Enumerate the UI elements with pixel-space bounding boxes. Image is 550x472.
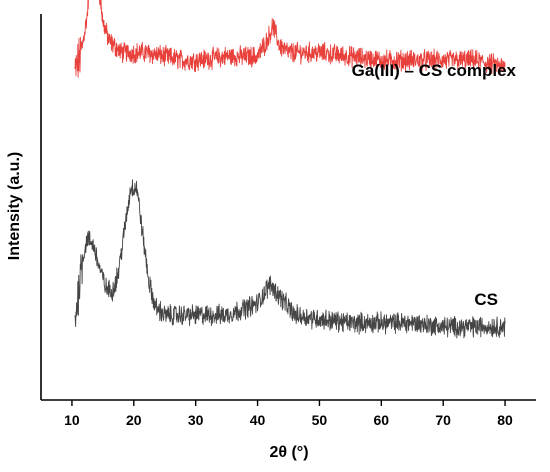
x-tick-label: 10	[64, 412, 80, 428]
y-axis-title: Intensity (a.u.)	[6, 152, 23, 260]
series-label: CS	[474, 290, 498, 309]
x-tick-label: 30	[188, 412, 204, 428]
series-labels: Ga(III) – CS complex CS	[352, 61, 517, 309]
x-axis-title: 2θ (°)	[269, 444, 308, 461]
x-tick-label: 70	[435, 412, 451, 428]
x-ticks: 10 20 30 40 50 60 70 80	[64, 400, 513, 428]
series-line-0	[74, 0, 506, 78]
x-tick-label: 20	[126, 412, 142, 428]
series-line-1	[74, 179, 506, 339]
series-group	[74, 0, 506, 339]
x-tick-label: 50	[312, 412, 328, 428]
x-tick-label: 60	[374, 412, 390, 428]
x-tick-label: 40	[250, 412, 266, 428]
x-tick-label: 80	[497, 412, 513, 428]
series-label: Ga(III) – CS complex	[352, 61, 517, 80]
